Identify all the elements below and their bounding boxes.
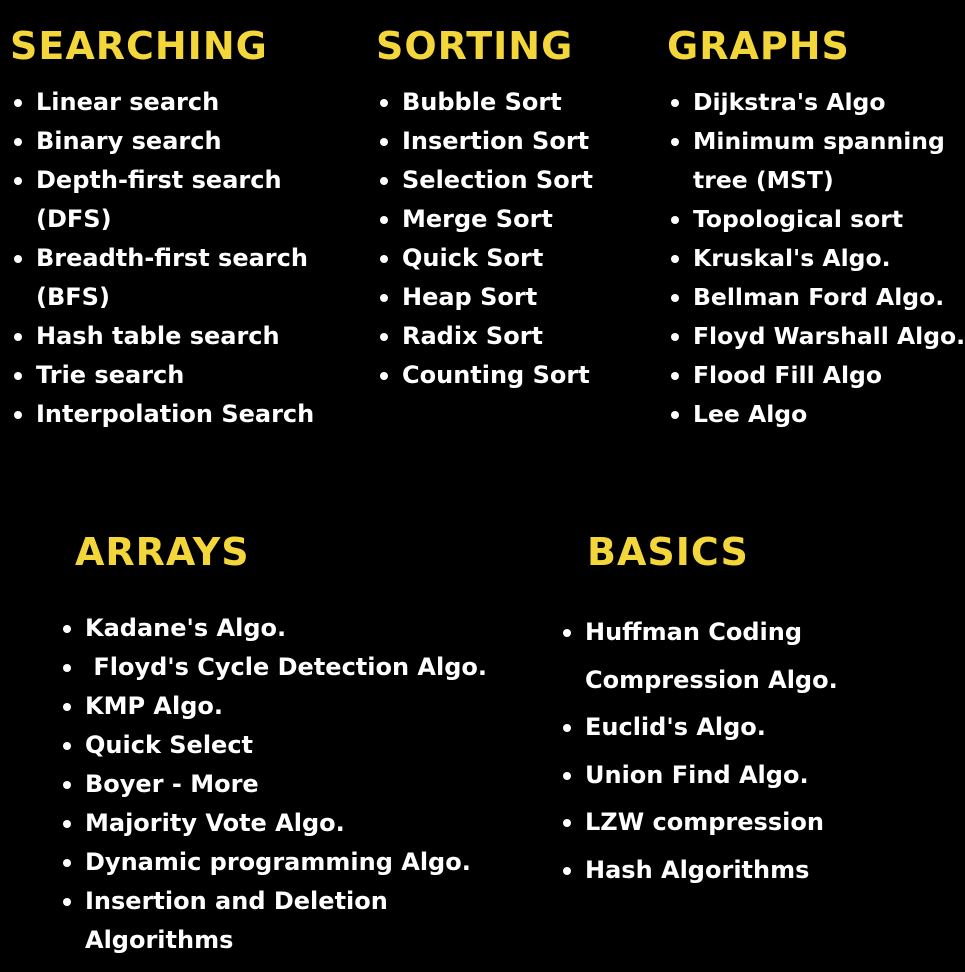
list-item-label: KMP Algo. <box>85 692 224 720</box>
list-item-label: Merge Sort <box>402 205 553 233</box>
list-item: Quick Select <box>59 726 487 765</box>
list-item: Depth-first search (DFS) <box>10 161 314 239</box>
list-item-line: (DFS) <box>36 205 112 233</box>
list-item: Minimum spanning tree (MST) <box>667 122 965 200</box>
list-graphs: Dijkstra's Algo Minimum spanning tree (MST… <box>667 83 965 434</box>
list-item: Insertion Sort <box>376 122 593 161</box>
list-item: LZW compression <box>559 799 838 847</box>
section-graphs: GRAPHS Dijkstra's Algo Minimum spanning tr… <box>667 27 965 434</box>
list-item-line: Breadth-first search <box>36 244 308 272</box>
list-item: Counting Sort <box>376 356 593 395</box>
list-item-label: Selection Sort <box>402 166 594 194</box>
list-item: Bellman Ford Algo. <box>667 278 965 317</box>
list-item-label: Hash Algorithms <box>585 855 810 884</box>
list-item: Floyd's Cycle Detection Algo. <box>59 648 487 687</box>
list-item-label: Interpolation Search <box>36 400 315 428</box>
list-item-label: LZW compression <box>585 808 824 836</box>
list-item: Lee Algo <box>667 395 965 434</box>
list-item: KMP Algo. <box>59 687 487 726</box>
list-item-label: Linear search <box>36 88 220 116</box>
list-item: Euclid's Algo. <box>559 704 838 752</box>
list-item-label: Flood Fill Algo <box>693 361 883 389</box>
list-item-label: Floyd's Cycle Detection Algo. <box>85 653 488 681</box>
list-item: Flood Fill Algo <box>667 356 965 395</box>
list-item-line: tree (MST) <box>693 166 834 194</box>
section-searching: SEARCHING Linear search Binary search Dept… <box>10 27 314 434</box>
heading-searching: SEARCHING <box>10 24 268 68</box>
list-item: Interpolation Search <box>10 395 314 434</box>
section-arrays: ARRAYS Kadane's Algo. Floyd's Cycle Dete… <box>63 530 503 960</box>
list-item: Floyd Warshall Algo. <box>667 317 965 356</box>
list-item-label: Bellman Ford Algo. <box>693 283 945 311</box>
list-item-line: Compression Algo. <box>585 665 838 694</box>
list-item: Hash Algorithms <box>559 847 838 895</box>
list-item: Insertion and Deletion Algorithms <box>59 882 487 960</box>
list-item-label: Quick Select <box>85 731 254 759</box>
list-item: Dijkstra's Algo <box>667 83 965 122</box>
list-item-label: Union Find Algo. <box>585 760 809 789</box>
list-item-line: Insertion and Deletion <box>85 887 388 915</box>
section-basics: BASICS Huffman Coding Compression Algo. Eu… <box>562 530 866 894</box>
list-item: Merge Sort <box>376 200 593 239</box>
list-item: Quick Sort <box>376 239 593 278</box>
list-item-label: Dynamic programming Algo. <box>85 848 471 876</box>
list-item-line: Huffman Coding <box>585 618 803 646</box>
list-item: Selection Sort <box>376 161 593 200</box>
list-searching: Linear search Binary search Depth-first se… <box>10 83 314 434</box>
list-item-line: Algorithms <box>85 926 234 954</box>
list-item: Binary search <box>10 122 314 161</box>
heading-basics: BASICS <box>587 530 749 574</box>
list-item-label: Trie search <box>36 361 185 389</box>
list-item-label: Euclid's Algo. <box>585 713 766 741</box>
list-item: Hash table search <box>10 317 314 356</box>
list-item-label: Binary search <box>36 127 222 155</box>
list-item-label: Insertion Sort <box>402 127 590 155</box>
list-item-label: Boyer - More <box>85 770 259 798</box>
list-sorting: Bubble Sort Insertion Sort Selection Sort M… <box>376 83 593 395</box>
list-item: Breadth-first search (BFS) <box>10 239 314 317</box>
list-item: Topological sort <box>667 200 965 239</box>
list-item: Heap Sort <box>376 278 593 317</box>
list-item-label: Radix Sort <box>402 322 543 350</box>
list-item-label: Counting Sort <box>402 361 590 389</box>
list-item: Boyer - More <box>59 765 487 804</box>
list-item-label: Kadane's Algo. <box>85 614 287 642</box>
list-item-label: Majority Vote Algo. <box>85 809 345 837</box>
list-item-label: Bubble Sort <box>402 88 562 116</box>
list-item-line: (BFS) <box>36 283 110 311</box>
list-item-label: Kruskal's Algo. <box>693 244 891 272</box>
heading-graphs: GRAPHS <box>667 24 850 68</box>
list-item-label: Floyd Warshall Algo. <box>693 322 965 350</box>
list-item: Bubble Sort <box>376 83 593 122</box>
list-item: Kruskal's Algo. <box>667 239 965 278</box>
list-item: Linear search <box>10 83 314 122</box>
heading-arrays: ARRAYS <box>75 530 250 574</box>
list-item-label: Lee Algo <box>693 400 808 428</box>
list-item-line: Depth-first search <box>36 166 282 194</box>
list-item: Huffman Coding Compression Algo. <box>559 609 838 704</box>
list-item-label: Topological sort <box>693 205 904 233</box>
list-item: Majority Vote Algo. <box>59 804 487 843</box>
list-item: Radix Sort <box>376 317 593 356</box>
section-sorting: SORTING Bubble Sort Insertion Sort Selecti… <box>376 27 593 395</box>
list-item: Trie search <box>10 356 314 395</box>
list-item-label: Dijkstra's Algo <box>693 88 886 116</box>
list-item-label: Heap Sort <box>402 283 538 311</box>
list-item-line: Minimum spanning <box>693 127 945 155</box>
list-item: Dynamic programming Algo. <box>59 843 487 882</box>
list-item: Union Find Algo. <box>559 752 838 800</box>
list-basics: Huffman Coding Compression Algo. Euclid's … <box>559 609 838 894</box>
list-item-label: Hash table search <box>36 322 280 350</box>
list-item-label: Quick Sort <box>402 244 544 272</box>
list-arrays: Kadane's Algo. Floyd's Cycle Detection A… <box>59 609 487 960</box>
heading-sorting: SORTING <box>376 24 574 68</box>
list-item: Kadane's Algo. <box>59 609 487 648</box>
